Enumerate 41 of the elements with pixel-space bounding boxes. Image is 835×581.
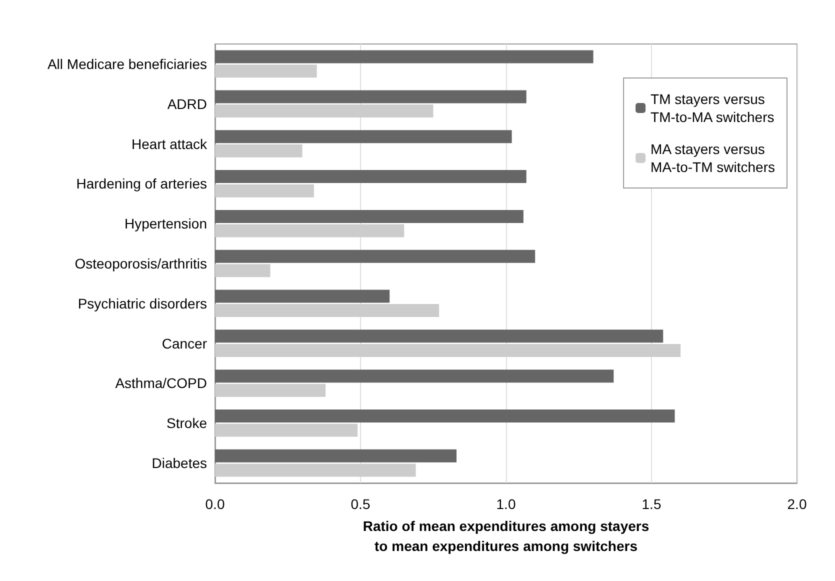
x-tick-label: 0.0 bbox=[205, 496, 225, 512]
y-tick-label: Psychiatric disorders bbox=[78, 295, 207, 312]
y-tick-label: Cancer bbox=[162, 335, 208, 352]
y-tick-label: Osteoporosis/arthritis bbox=[74, 256, 207, 272]
x-tick-label: 2.0 bbox=[787, 496, 807, 512]
bar bbox=[215, 330, 664, 343]
bar bbox=[215, 210, 524, 223]
bar bbox=[215, 384, 326, 397]
legend-label: MA stayers versus MA-to-TM switchers bbox=[650, 141, 776, 175]
y-tick-label: Hypertension bbox=[124, 216, 207, 232]
bar bbox=[215, 250, 536, 263]
y-tick-label: Hardening of arteries bbox=[76, 176, 207, 192]
bar bbox=[215, 304, 440, 318]
bar bbox=[215, 449, 457, 462]
y-tick-label: Heart attack bbox=[132, 136, 208, 152]
x-tick-label: 0.5 bbox=[350, 496, 370, 512]
bar bbox=[215, 144, 302, 158]
bar bbox=[215, 264, 270, 278]
bar bbox=[215, 170, 526, 184]
y-tick-label: Asthma/COPD bbox=[115, 375, 207, 392]
bar bbox=[215, 104, 434, 118]
bar bbox=[215, 424, 358, 437]
bar bbox=[215, 184, 314, 198]
bar bbox=[215, 224, 404, 238]
bar bbox=[215, 130, 512, 144]
y-tick-label: Diabetes bbox=[152, 455, 207, 472]
bar bbox=[215, 409, 675, 422]
y-tick-label: ADRD bbox=[167, 96, 207, 112]
bar bbox=[215, 290, 390, 303]
bar bbox=[215, 64, 317, 78]
bar bbox=[215, 50, 594, 64]
bar bbox=[215, 370, 614, 383]
x-tick-label: 1.0 bbox=[496, 496, 516, 512]
bar bbox=[215, 344, 681, 357]
legend-label: TM stayers versus TM-to-MA switchers bbox=[650, 91, 774, 125]
bar bbox=[215, 90, 526, 104]
x-axis-title: Ratio of mean expenditures among stayers to mean expenditures among switchers bbox=[362, 518, 650, 554]
y-tick-label: Stroke bbox=[166, 415, 208, 432]
bar bbox=[215, 464, 416, 477]
y-tick-label: All Medicare beneficiaries bbox=[47, 56, 207, 72]
x-tick-label: 1.5 bbox=[642, 496, 662, 512]
